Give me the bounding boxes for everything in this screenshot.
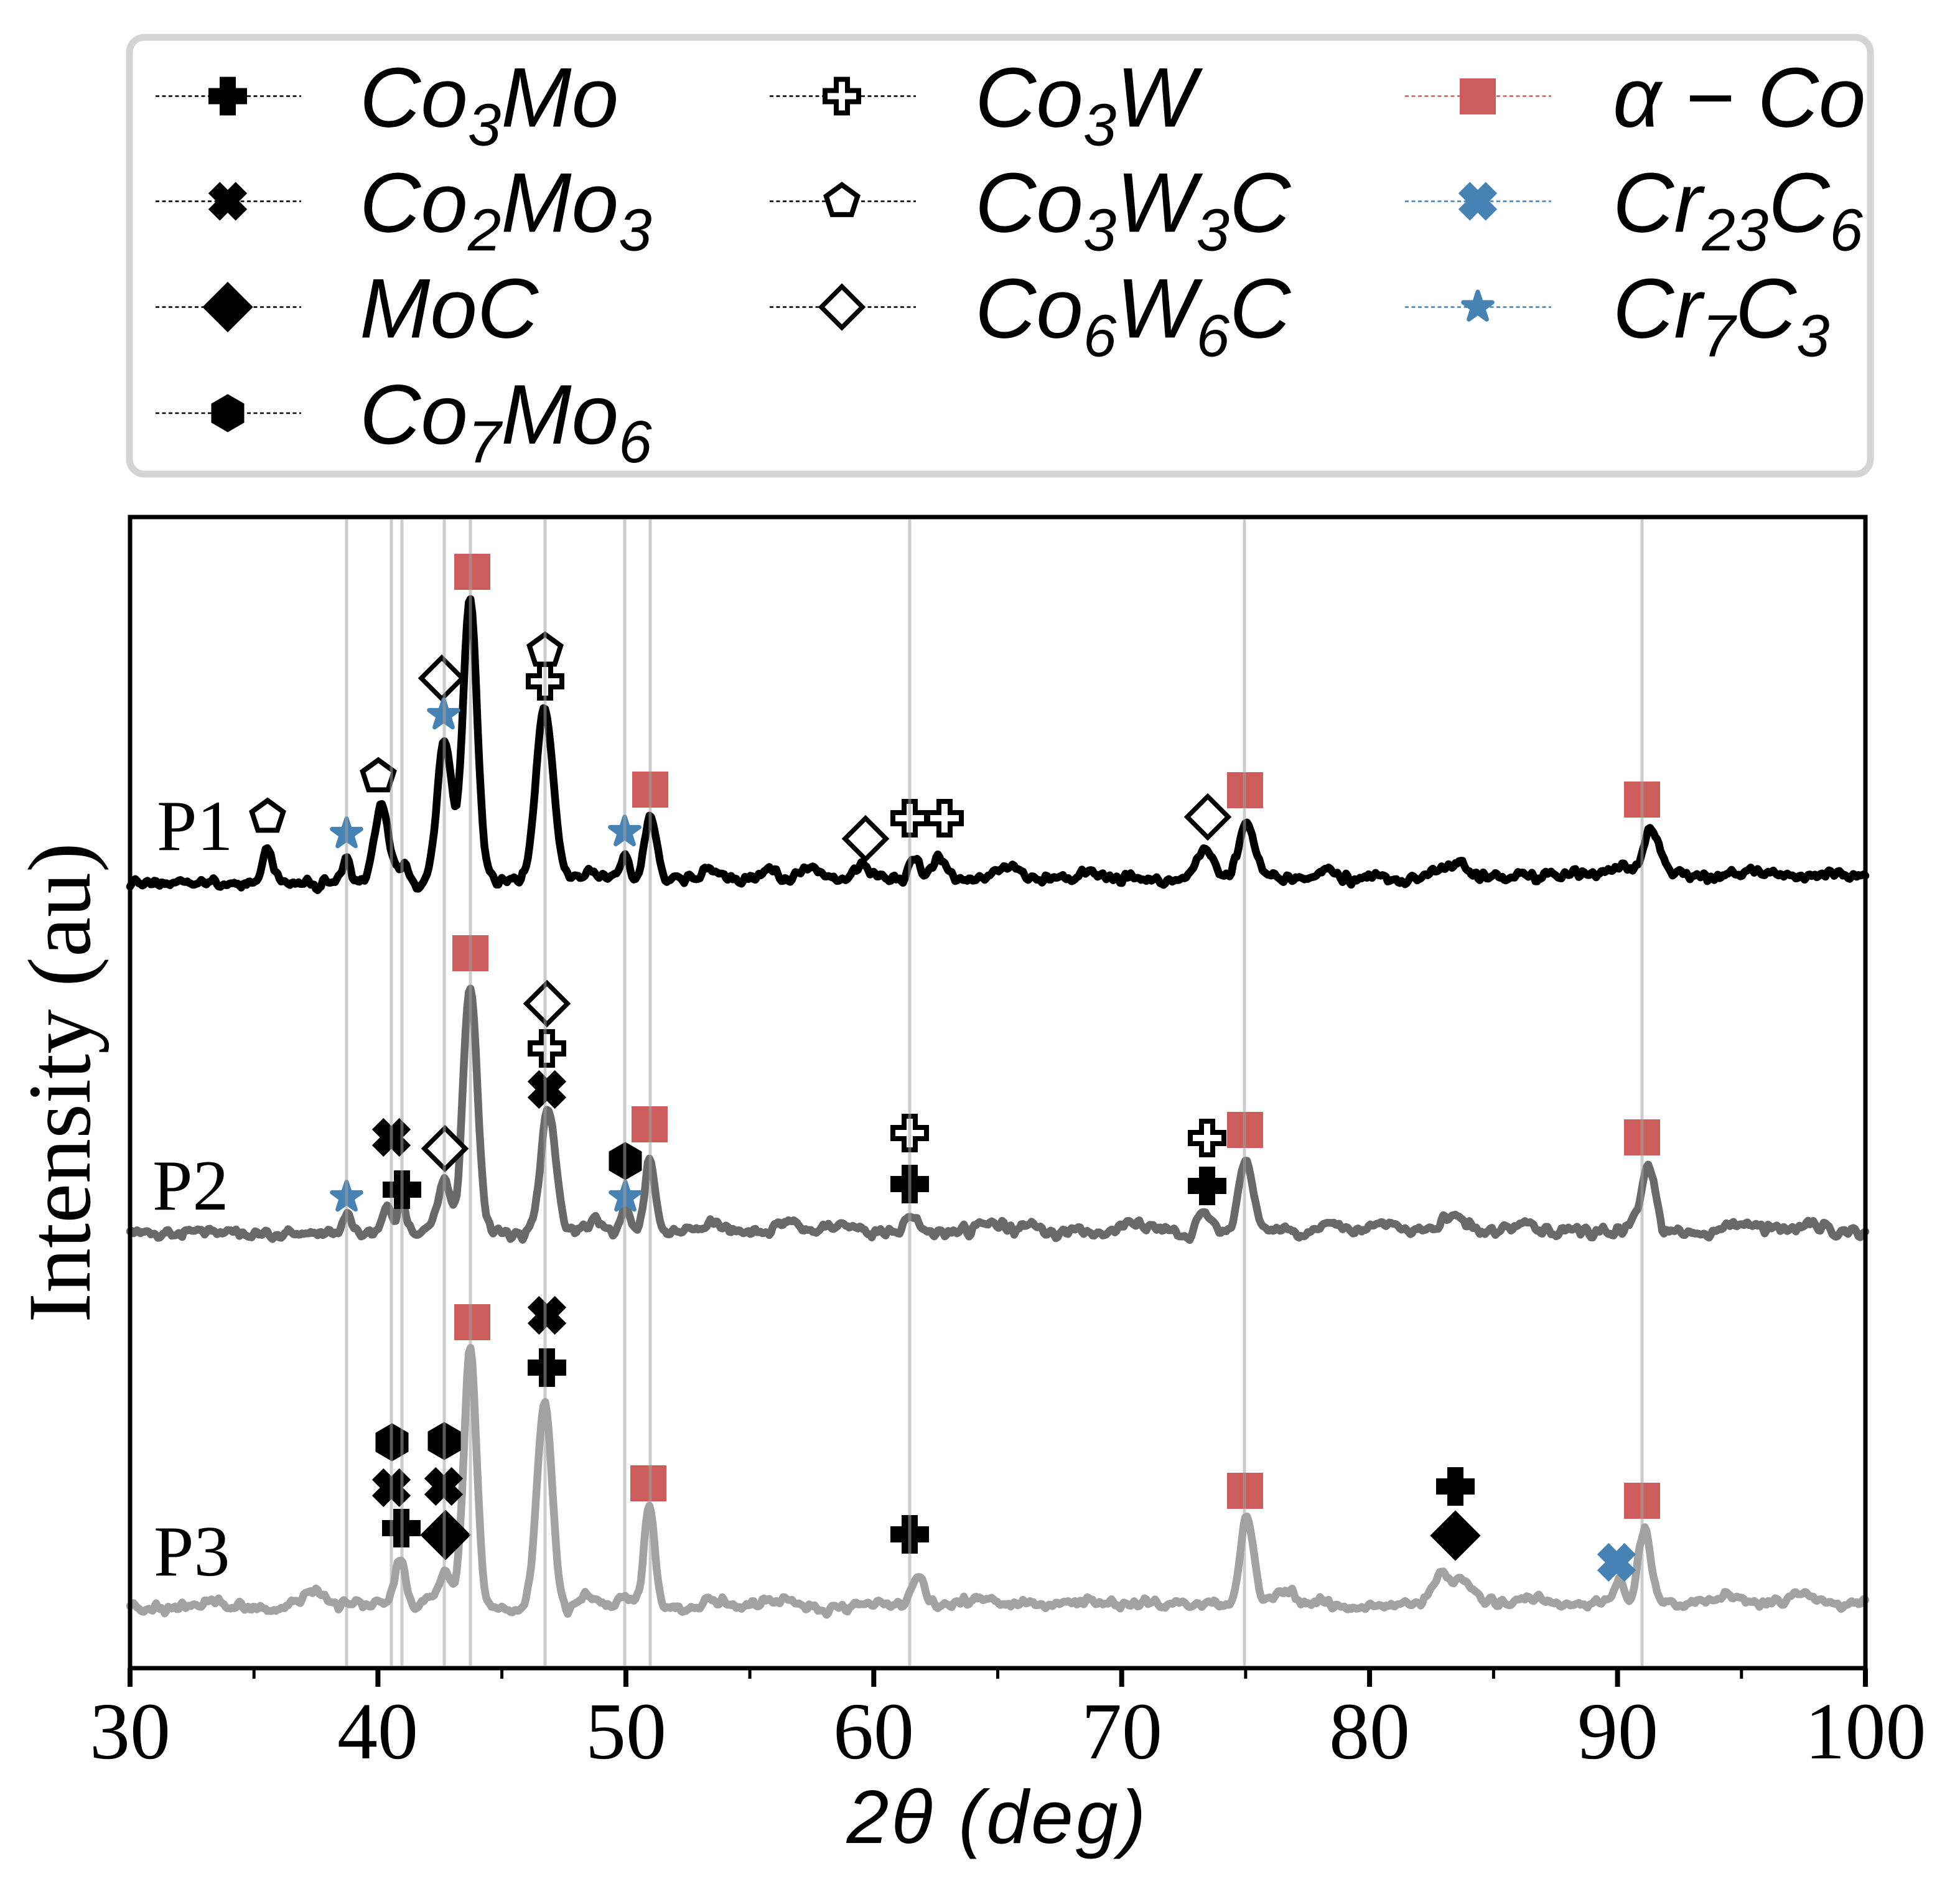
svg-text:50: 50: [586, 1687, 666, 1776]
svg-text:α − Co: α − Co: [1613, 50, 1865, 145]
svg-text:Cr23C6: Cr23C6: [1613, 156, 1864, 264]
svg-text:Co2Mo3: Co2Mo3: [360, 156, 652, 264]
svg-text:100: 100: [1805, 1687, 1926, 1776]
svg-text:Co3Mo: Co3Mo: [360, 50, 618, 159]
svg-text:70: 70: [1081, 1687, 1162, 1776]
svg-text:MoC: MoC: [360, 261, 539, 356]
svg-text:80: 80: [1329, 1687, 1410, 1776]
svg-text:P1: P1: [157, 786, 233, 866]
svg-text:Co3W3C: Co3W3C: [975, 156, 1291, 264]
svg-text:40: 40: [337, 1687, 418, 1776]
svg-text:Intensity (au): Intensity (au): [11, 842, 110, 1323]
svg-text:Co6W6C: Co6W6C: [975, 261, 1291, 370]
svg-text:P3: P3: [154, 1512, 230, 1592]
svg-text:30: 30: [90, 1687, 170, 1776]
svg-text:Cr7C3: Cr7C3: [1613, 261, 1830, 370]
svg-text:90: 90: [1577, 1687, 1658, 1776]
svg-text:60: 60: [833, 1687, 914, 1776]
svg-text:2θ (deg): 2θ (deg): [846, 1775, 1149, 1859]
svg-text:P2: P2: [152, 1146, 229, 1226]
svg-text:Co3W: Co3W: [975, 50, 1203, 159]
svg-text:Co7Mo6: Co7Mo6: [360, 367, 652, 475]
